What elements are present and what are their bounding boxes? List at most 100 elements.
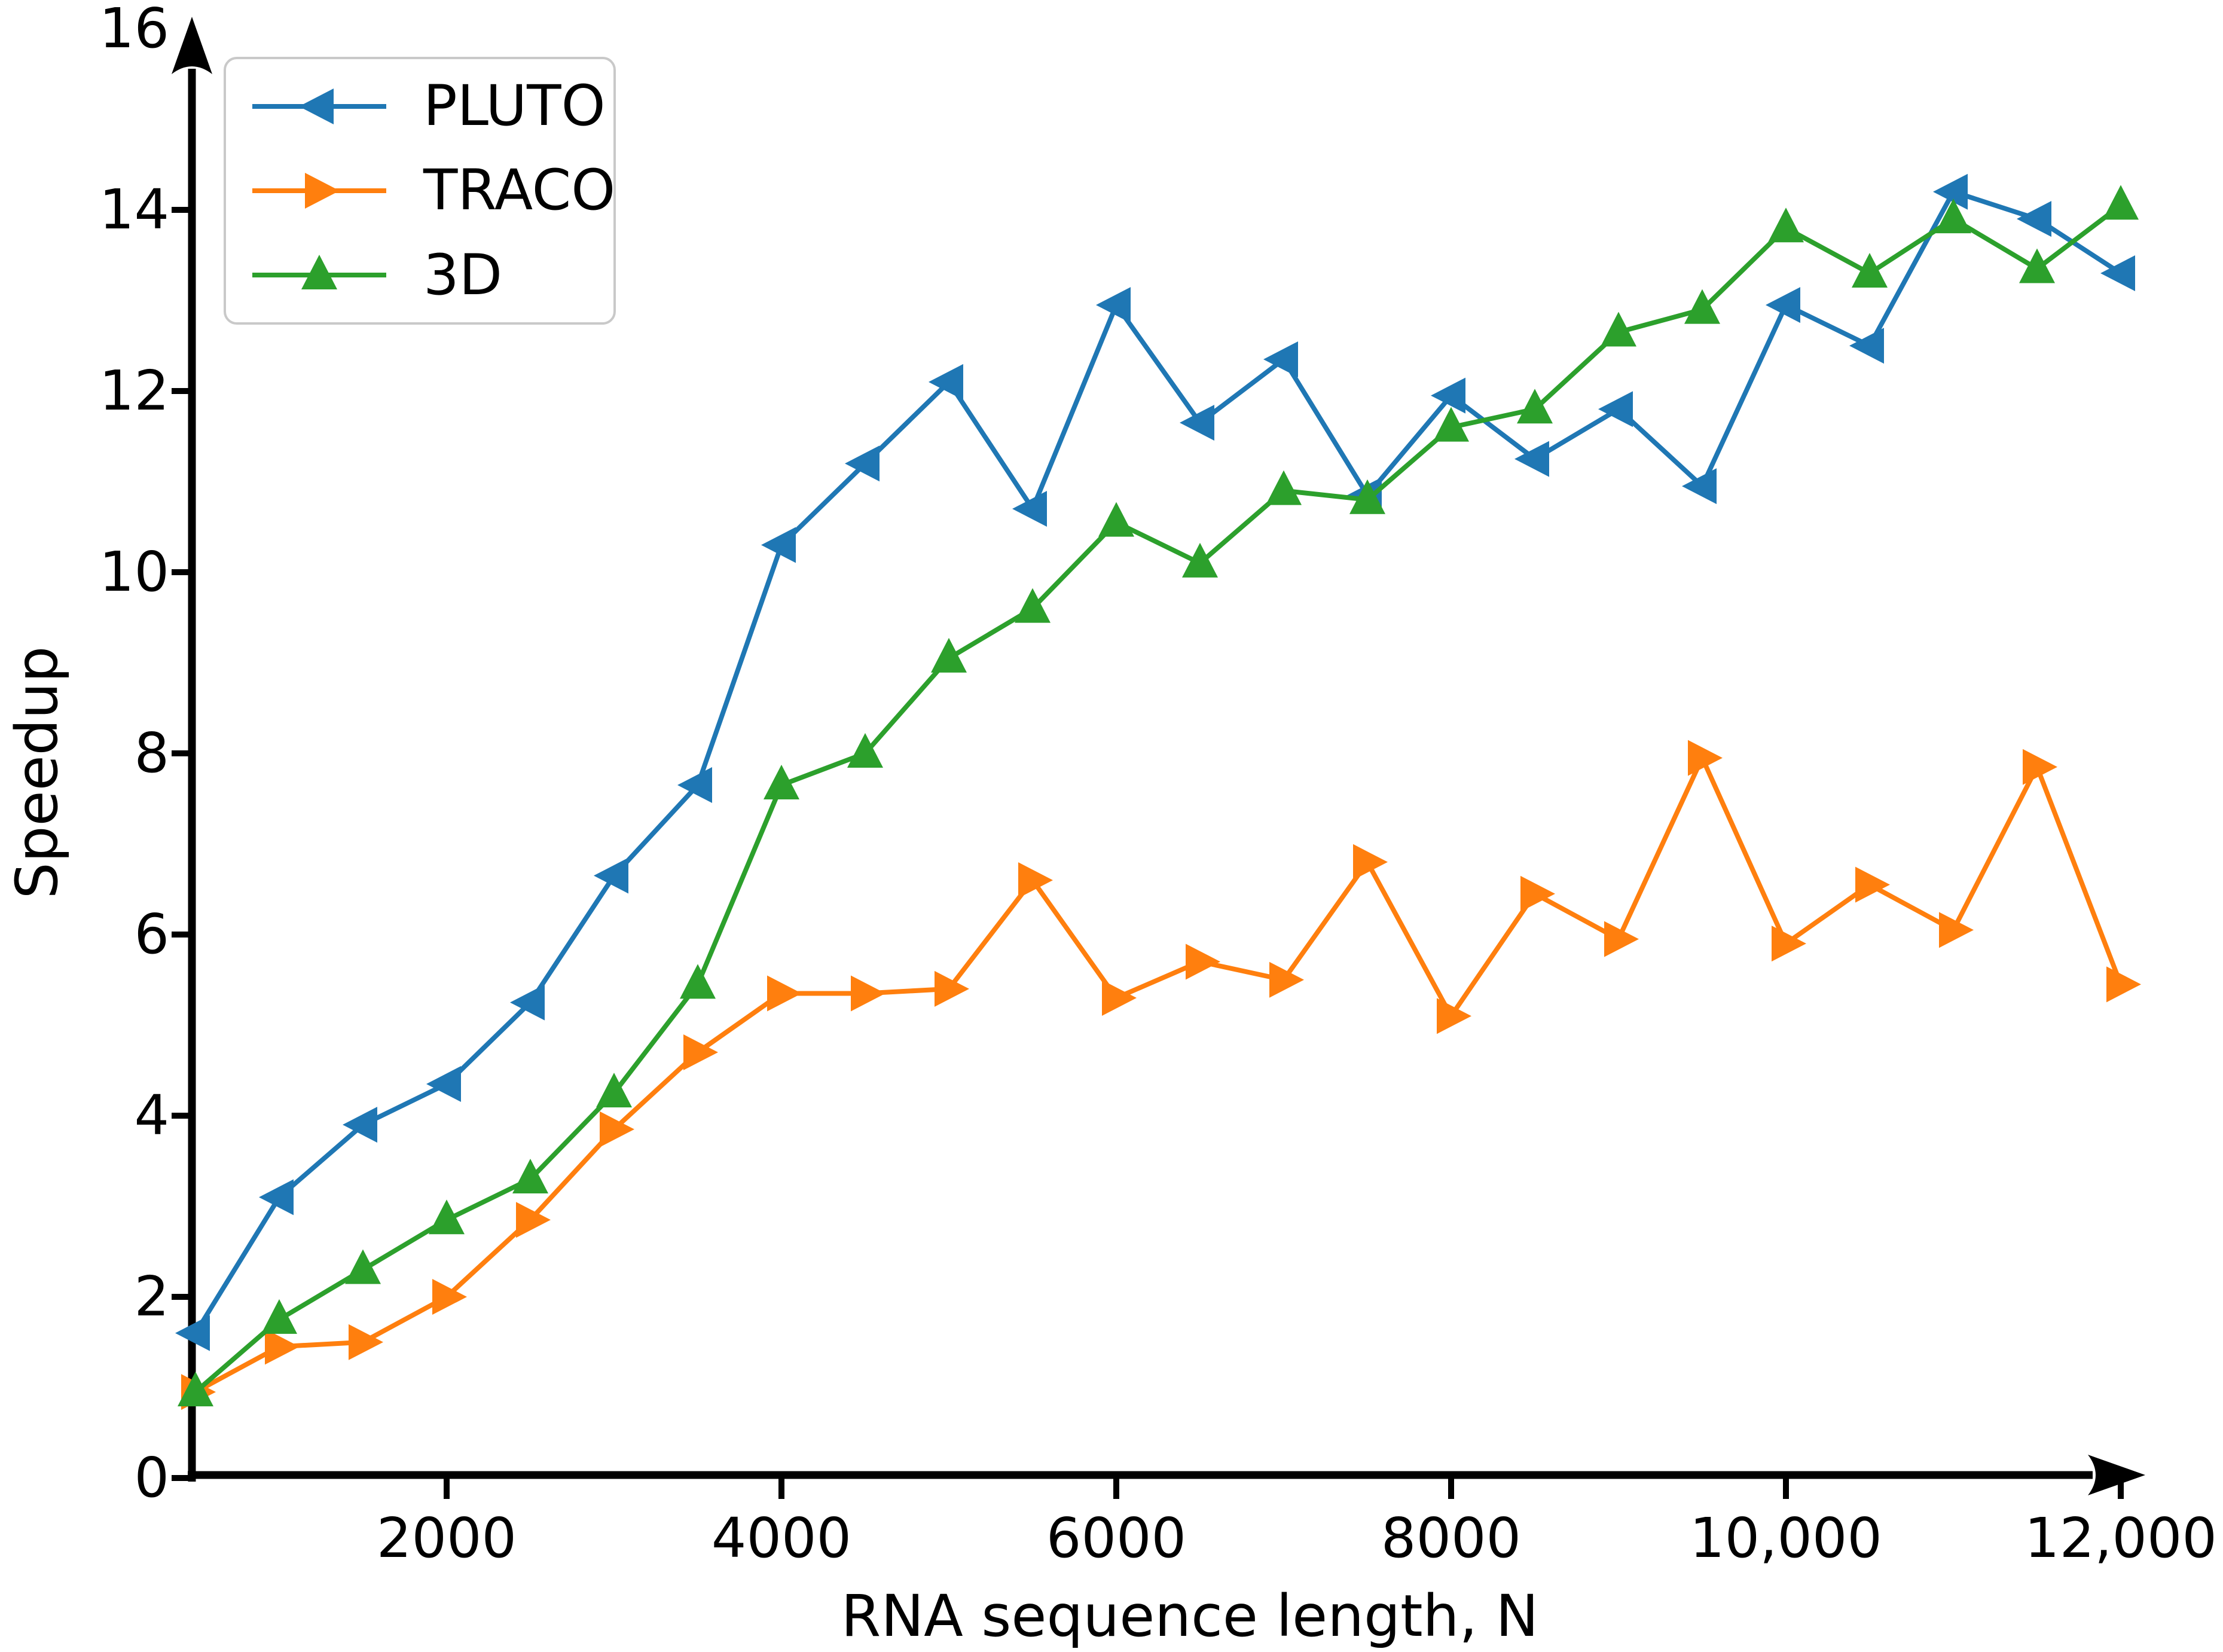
data-point-marker-TRACO-21 (1939, 912, 1974, 948)
data-point-marker-3D-15 (1433, 407, 1469, 442)
series-line-3D (193, 203, 2123, 1395)
data-point-marker-3D-12 (1182, 542, 1218, 578)
data-point-marker-TRACO-3 (432, 1279, 467, 1315)
y-tick-label-3: 6 (134, 902, 169, 966)
data-point-marker-PLUTO-3 (426, 1065, 461, 1102)
data-point-marker-TRACO-9 (935, 970, 969, 1007)
data-point-marker-3D-10 (1015, 588, 1051, 623)
legend: PLUTO TRACO 3D (224, 57, 616, 325)
series-PLUTO (175, 173, 2135, 1351)
data-point-marker-3D-0 (178, 1372, 213, 1407)
data-point-marker-3D-11 (1098, 502, 1134, 537)
data-point-marker-PLUTO-8 (845, 445, 880, 482)
data-point-marker-PLUTO-6 (677, 767, 712, 804)
data-point-marker-PLUTO-12 (1180, 405, 1214, 441)
series-TRACO (181, 740, 2141, 1410)
y-tick-label-0: 0 (134, 1446, 169, 1510)
data-point-marker-TRACO-22 (2023, 749, 2057, 785)
data-point-marker-TRACO-18 (1688, 740, 1723, 776)
data-point-marker-PLUTO-23 (2100, 255, 2135, 292)
data-point-marker-3D-19 (1768, 207, 1804, 243)
data-point-marker-PLUTO-18 (1682, 468, 1717, 505)
x-tick-label-3: 8000 (1381, 1506, 1522, 1570)
data-point-marker-3D-14 (1349, 479, 1385, 514)
x-axis-arrowhead-icon (2088, 1455, 2145, 1495)
y-tick-label-1: 2 (134, 1265, 169, 1329)
x-tick-label-4: 10,000 (1690, 1506, 1882, 1570)
data-point-marker-TRACO-17 (1604, 921, 1639, 957)
legend-marker-up-triangle-icon (252, 255, 386, 290)
x-tick-label-0: 2000 (376, 1506, 517, 1570)
data-point-marker-PLUTO-19 (1766, 287, 1800, 323)
data-point-marker-PLUTO-17 (1598, 391, 1633, 427)
data-point-marker-3D-5 (596, 1073, 632, 1108)
data-point-marker-3D-20 (1852, 253, 1888, 288)
x-tick-label-5: 12,000 (2024, 1506, 2217, 1570)
data-point-marker-PLUTO-15 (1431, 377, 1465, 414)
series-line-TRACO (193, 755, 2123, 1395)
data-point-marker-3D-4 (512, 1159, 548, 1194)
data-point-marker-TRACO-2 (349, 1324, 383, 1360)
legend-marker-left-triangle-icon (252, 88, 386, 124)
data-point-marker-PLUTO-5 (594, 857, 628, 894)
data-point-marker-TRACO-14 (1353, 844, 1388, 880)
y-tick-label-8: 16 (99, 0, 169, 60)
data-point-marker-TRACO-6 (683, 1034, 718, 1070)
data-point-marker-TRACO-5 (600, 1111, 634, 1147)
series-line-PLUTO (193, 189, 2123, 1336)
data-point-marker-PLUTO-16 (1514, 441, 1549, 477)
data-point-marker-3D-8 (847, 733, 883, 768)
x-tick-label-1: 4000 (711, 1506, 852, 1570)
legend-entry-3D: 3D (242, 233, 613, 317)
data-point-marker-TRACO-20 (1855, 866, 1890, 903)
data-point-marker-PLUTO-2 (343, 1107, 377, 1143)
data-point-marker-3D-23 (2103, 185, 2139, 220)
data-point-marker-PLUTO-13 (1263, 341, 1298, 377)
data-point-marker-TRACO-23 (2106, 966, 2141, 1003)
data-point-marker-3D-7 (764, 765, 799, 800)
data-point-marker-PLUTO-0 (175, 1315, 210, 1351)
data-point-marker-TRACO-7 (767, 975, 802, 1012)
data-point-marker-TRACO-1 (265, 1329, 300, 1365)
data-point-marker-3D-9 (931, 637, 967, 673)
data-point-marker-3D-2 (345, 1249, 381, 1284)
data-point-marker-PLUTO-10 (1012, 490, 1047, 527)
data-point-marker-PLUTO-20 (1849, 328, 1884, 364)
data-point-marker-3D-18 (1684, 289, 1720, 324)
data-point-marker-TRACO-13 (1269, 961, 1304, 998)
legend-label-PLUTO: PLUTO (423, 74, 606, 139)
data-point-marker-TRACO-11 (1102, 980, 1137, 1016)
legend-entry-PLUTO: PLUTO (242, 65, 613, 148)
data-point-marker-3D-6 (680, 964, 716, 999)
y-tick-label-5: 10 (99, 540, 169, 604)
y-tick-label-4: 8 (134, 721, 169, 785)
data-point-marker-PLUTO-21 (1933, 173, 1968, 210)
legend-marker-right-triangle-icon (252, 172, 386, 209)
data-point-marker-3D-22 (2019, 248, 2055, 283)
y-tick-label-6: 12 (99, 359, 169, 423)
data-point-marker-3D-1 (261, 1299, 297, 1334)
data-point-marker-3D-3 (429, 1199, 465, 1235)
data-point-marker-TRACO-4 (516, 1202, 551, 1238)
y-tick-label-2: 4 (134, 1083, 169, 1147)
data-point-marker-PLUTO-9 (929, 364, 963, 400)
data-point-marker-TRACO-8 (851, 975, 885, 1012)
data-point-marker-3D-16 (1517, 389, 1553, 424)
data-point-marker-PLUTO-4 (510, 984, 545, 1021)
legend-label-TRACO: TRACO (423, 158, 616, 224)
series-3D (178, 185, 2139, 1407)
y-axis-arrowhead-icon (172, 17, 212, 74)
data-point-marker-PLUTO-11 (1096, 287, 1131, 323)
data-point-marker-PLUTO-1 (259, 1179, 294, 1216)
data-point-marker-TRACO-15 (1437, 998, 1471, 1034)
y-tick-label-7: 14 (99, 178, 169, 242)
x-axis-title: RNA sequence length, N (841, 1583, 1539, 1650)
data-point-marker-PLUTO-7 (761, 527, 796, 563)
data-point-marker-TRACO-19 (1772, 926, 1806, 962)
data-point-marker-TRACO-10 (1018, 862, 1053, 899)
data-point-marker-TRACO-12 (1186, 943, 1220, 980)
data-point-marker-PLUTO-22 (2017, 201, 2051, 237)
legend-label-3D: 3D (423, 242, 503, 308)
data-point-marker-TRACO-16 (1520, 875, 1555, 912)
